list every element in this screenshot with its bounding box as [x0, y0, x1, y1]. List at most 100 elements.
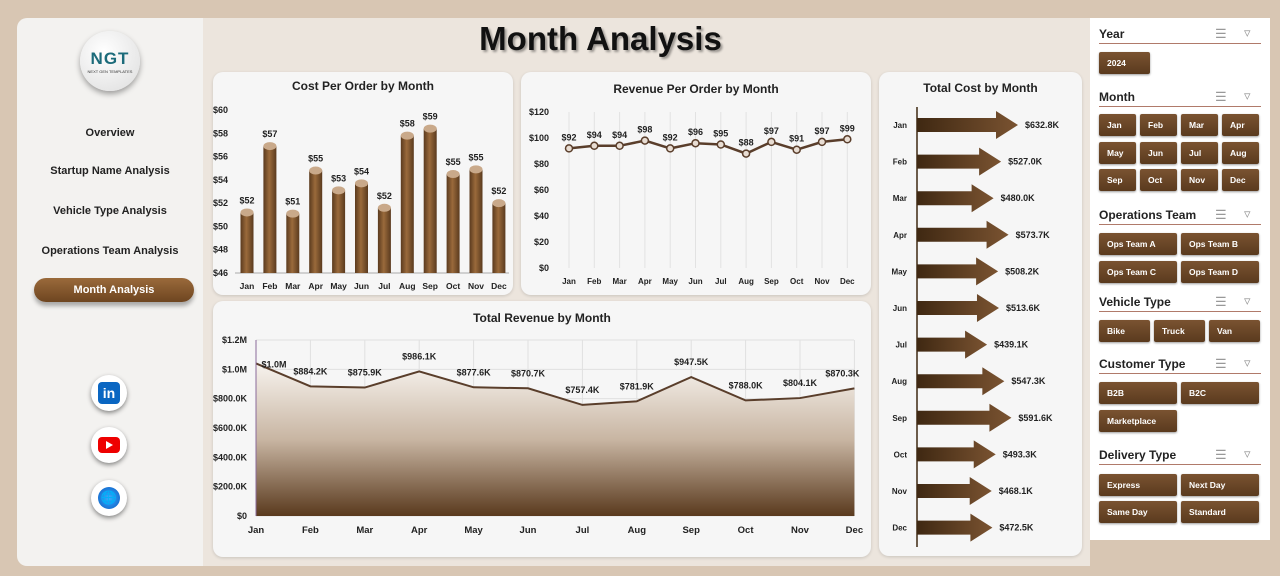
clear-filter-icon[interactable]: ▿: [1244, 206, 1251, 221]
nav-month-analysis[interactable]: Month Analysis: [34, 278, 194, 302]
filter-month-nov[interactable]: Nov: [1181, 169, 1218, 191]
filter-month-jan[interactable]: Jan: [1099, 114, 1136, 136]
filter-month-aug[interactable]: Aug: [1222, 141, 1259, 164]
multi-select-icon[interactable]: ☰: [1215, 207, 1227, 222]
filter-vehicle-bike[interactable]: Bike: [1099, 320, 1150, 342]
data-label: $55: [446, 157, 461, 167]
data-label: $96: [688, 127, 703, 137]
filter-year-2024[interactable]: 2024: [1099, 52, 1150, 74]
filter-month-jul[interactable]: Jul: [1181, 141, 1218, 164]
y-tick-label: Jun: [893, 304, 907, 313]
x-tick-label: Sep: [682, 525, 700, 536]
total-revenue-card: Total Revenue by Month $0 $200.0K $400.0K $…: [213, 301, 871, 557]
data-point: [716, 140, 726, 149]
filter-delivery-next-day[interactable]: Next Day: [1181, 474, 1259, 496]
multi-select-icon[interactable]: ☰: [1215, 294, 1227, 309]
y-tick-label: $1.2M: [222, 335, 247, 345]
filter-vehicle-van[interactable]: Van: [1209, 320, 1260, 342]
data-label: $54: [354, 166, 369, 176]
y-tick-label: Sep: [892, 414, 907, 423]
data-label: $632.8K: [1025, 120, 1060, 130]
data-point: [741, 149, 751, 158]
data-label: $51: [285, 197, 300, 207]
clear-filter-icon[interactable]: ▿: [1244, 355, 1251, 370]
y-tick-label: $120: [529, 107, 549, 117]
filter-month-apr[interactable]: Apr: [1222, 114, 1259, 136]
data-label: $52: [491, 186, 506, 196]
data-label: $94: [612, 130, 627, 140]
data-label: $788.0K: [729, 380, 764, 390]
y-tick-label: $54: [213, 175, 228, 185]
x-tick-label: Apr: [308, 281, 323, 291]
clear-filter-icon[interactable]: ▿: [1244, 88, 1251, 103]
multi-select-icon[interactable]: ☰: [1215, 447, 1227, 462]
clear-filter-icon[interactable]: ▿: [1244, 25, 1251, 40]
filter-ops_team-ops-team-c[interactable]: Ops Team C: [1099, 260, 1177, 283]
filter-year-title: Year: [1099, 27, 1261, 44]
website-button[interactable]: 🌐: [91, 480, 127, 516]
filter-month-jun[interactable]: Jun: [1140, 141, 1177, 164]
nav-startup-name-analysis[interactable]: Startup Name Analysis: [50, 165, 170, 177]
linkedin-button[interactable]: in: [91, 375, 127, 411]
multi-select-icon[interactable]: ☰: [1215, 89, 1227, 104]
filter-month-feb[interactable]: Feb: [1140, 114, 1177, 136]
data-label: $59: [423, 112, 438, 122]
filter-vehicle-truck[interactable]: Truck: [1154, 320, 1205, 342]
filter-month-may[interactable]: May: [1099, 141, 1136, 164]
nav-overview[interactable]: Overview: [85, 127, 135, 139]
data-label: $757.4K: [565, 385, 600, 395]
filter-delivery-same-day[interactable]: Same Day: [1099, 501, 1177, 523]
bar-top: [400, 131, 414, 140]
bar: [492, 203, 506, 273]
filter-month-mar[interactable]: Mar: [1181, 114, 1218, 136]
filter-customer-marketplace[interactable]: Marketplace: [1099, 409, 1177, 432]
multi-select-icon[interactable]: ☰: [1215, 26, 1227, 41]
bar: [423, 128, 437, 273]
filter-customer-b2b[interactable]: B2B: [1099, 382, 1177, 404]
data-label: $99: [840, 123, 855, 133]
arrow-bar: [917, 367, 1005, 396]
y-tick-label: $48: [213, 245, 228, 255]
filter-ops_team-ops-team-b[interactable]: Ops Team B: [1181, 233, 1259, 255]
data-point: [665, 144, 675, 153]
filter-month-sep[interactable]: Sep: [1099, 169, 1136, 191]
nav-operations-team-analysis[interactable]: Operations Team Analysis: [41, 245, 179, 257]
filter-ops_team-ops-team-d[interactable]: Ops Team D: [1181, 260, 1259, 283]
data-label: $55: [468, 152, 483, 162]
filter-delivery-standard[interactable]: Standard: [1181, 501, 1259, 523]
bar: [446, 174, 460, 273]
nav-vehicle-type-analysis[interactable]: Vehicle Type Analysis: [53, 205, 167, 217]
data-label: $877.6K: [457, 367, 492, 377]
y-tick-label: $60: [213, 105, 228, 115]
filter-customer-b2c[interactable]: B2C: [1181, 382, 1259, 404]
multi-select-icon[interactable]: ☰: [1215, 356, 1227, 371]
data-label: $1.0M: [261, 359, 286, 369]
arrow-bar: [917, 147, 1002, 176]
filter-ops_team-ops-team-a[interactable]: Ops Team A: [1099, 233, 1177, 255]
data-point: [691, 138, 700, 148]
data-label: $573.7K: [1016, 230, 1051, 240]
youtube-button[interactable]: [91, 427, 127, 463]
filter-month-oct[interactable]: Oct: [1140, 169, 1177, 191]
arrow-bar: [917, 257, 999, 286]
bar: [286, 213, 300, 273]
data-label: $88: [739, 138, 754, 148]
clear-filter-icon[interactable]: ▿: [1244, 446, 1251, 461]
data-label: $92: [561, 132, 576, 142]
chart-title: Total Cost by Month: [923, 81, 1038, 95]
page-title: Month Analysis: [479, 20, 722, 57]
x-tick-label: Oct: [738, 525, 755, 536]
cost-per-order-card: Cost Per Order by Month $46 $48 $50 $52 $54 $…: [213, 72, 513, 295]
arrow-bar: [917, 184, 994, 213]
y-tick-label: Nov: [892, 487, 908, 496]
revenue-per-order-card: Revenue Per Order by Month $0 $20 $40 $60 $8…: [521, 72, 871, 295]
y-tick-label: Aug: [891, 377, 907, 386]
filter-month-dec[interactable]: Dec: [1222, 169, 1259, 191]
filter-delivery-express[interactable]: Express: [1099, 474, 1177, 496]
filter-ops_team-title: Operations Team: [1099, 208, 1261, 225]
cost-per-order-chart: $46 $48 $50 $52 $54 $56 $58 $60 $52 Jan $57 Feb $51 M…: [213, 105, 509, 291]
data-label: $58: [400, 119, 415, 129]
data-point: [564, 144, 574, 153]
filter-customer-title: Customer Type: [1099, 357, 1261, 374]
clear-filter-icon[interactable]: ▿: [1244, 293, 1251, 308]
